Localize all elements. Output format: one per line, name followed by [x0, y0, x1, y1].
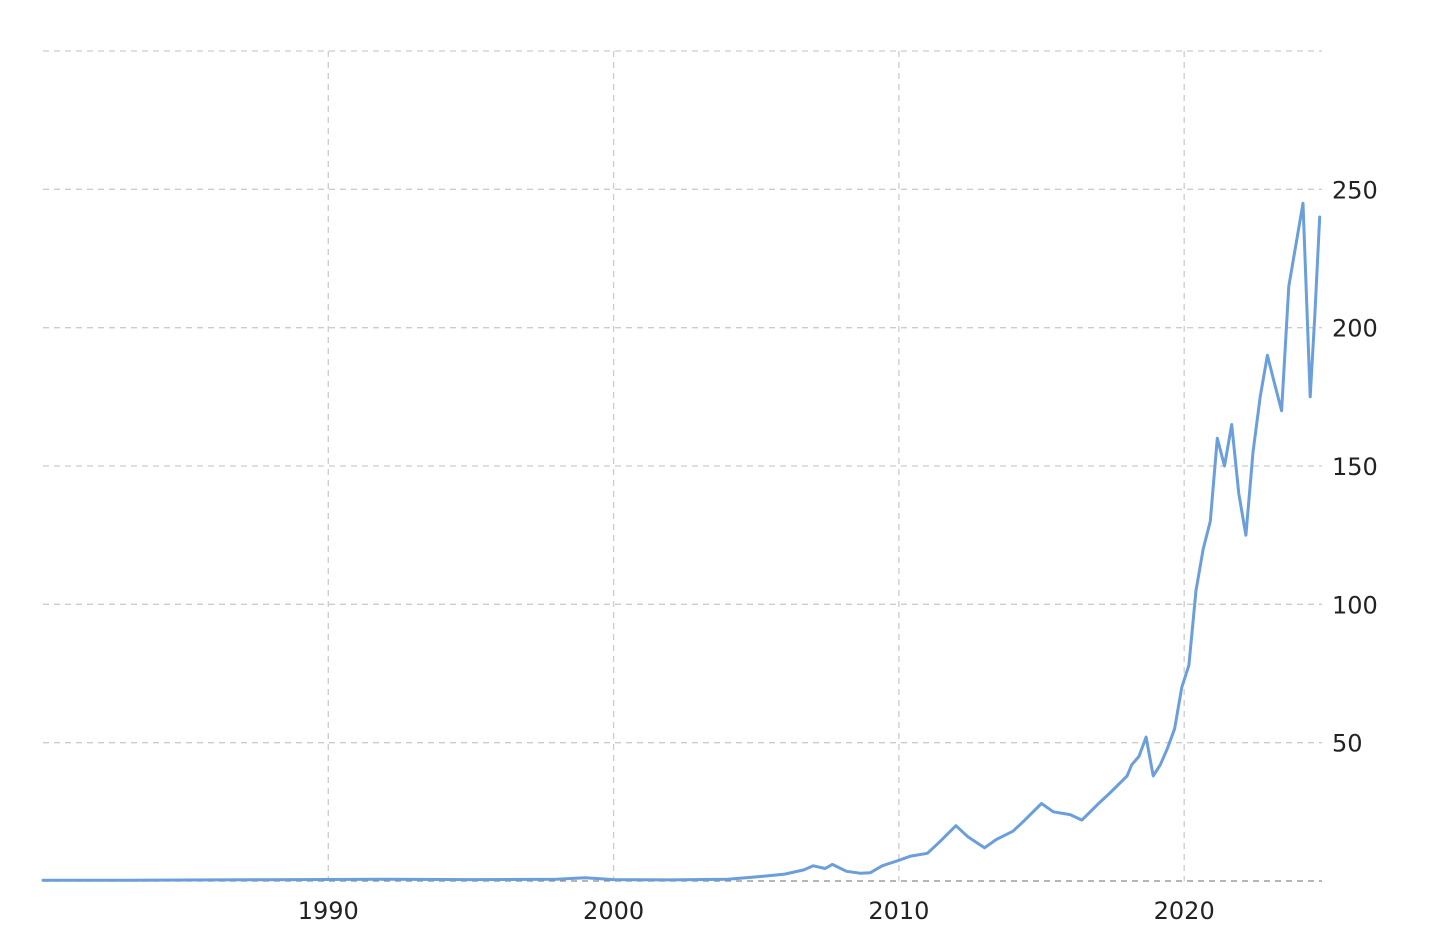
y-tick-label: 100 [1332, 591, 1378, 619]
series-layer [41, 201, 1322, 882]
series-line [41, 201, 1322, 882]
y-axis-tick-labels: 50 100 150 200 250 [1332, 176, 1378, 757]
x-tick-label: 1990 [298, 897, 359, 925]
y-tick-label: 200 [1332, 315, 1378, 343]
y-tick-label: 150 [1332, 453, 1378, 481]
y-tick-label: 250 [1332, 176, 1378, 204]
x-axis-tick-labels: 1990 2000 2010 2020 [298, 897, 1215, 925]
x-tick-label: 2010 [868, 897, 929, 925]
grid-lines [43, 50, 1322, 881]
y-tick-label: 50 [1332, 730, 1363, 758]
x-tick-label: 2000 [583, 897, 644, 925]
x-tick-label: 2020 [1154, 897, 1215, 925]
